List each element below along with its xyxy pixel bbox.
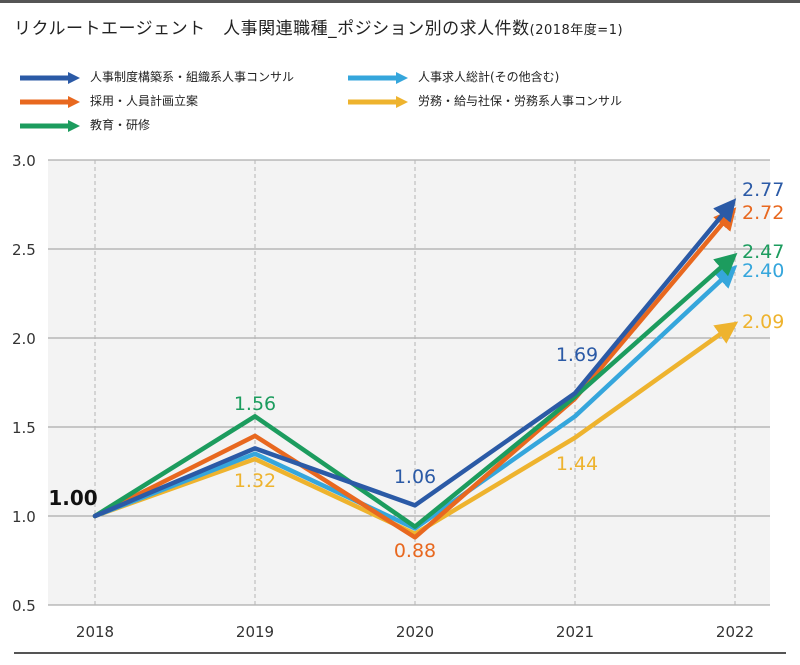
chart-title-main: リクルートエージェント 人事関連職種_ポジション別の求人件数 xyxy=(14,19,530,39)
x-axis-ticks: 2018 2019 2020 2021 2022 xyxy=(76,623,754,641)
legend-swatch-recruiting xyxy=(18,93,82,111)
series-line-0 xyxy=(92,198,737,519)
legend-label-labor: 労務・給与社保・労務系人事コンサル xyxy=(418,94,623,108)
data-label: 1.00 xyxy=(48,486,97,510)
series-line-2 xyxy=(92,207,737,540)
legend-item-total: 人事求人総計(その他含む) xyxy=(346,68,559,86)
chart-title-suffix: (2018年度=1) xyxy=(529,23,624,38)
series-lines xyxy=(92,198,739,540)
chart-title: リクルートエージェント 人事関連職種_ポジション別の求人件数(2018年度=1) xyxy=(14,14,623,39)
legend-label-hr-consulting: 人事制度構築系・組織系人事コンサル xyxy=(90,70,295,84)
legend-label-training: 教育・研修 xyxy=(90,118,151,132)
legend-swatch-total xyxy=(346,69,410,87)
legend-item-labor: 労務・給与社保・労務系人事コンサル xyxy=(346,92,622,110)
data-label: 1.69 xyxy=(556,344,598,366)
data-label: 2.47 xyxy=(742,241,784,263)
x-tick-label: 2022 xyxy=(716,623,754,641)
data-labels: 1.00 1.56 1.32 1.06 0.88 1.69 1.44 2.772.72 2.47… xyxy=(48,179,784,562)
series-line-3 xyxy=(92,321,739,537)
y-tick-label: 0.5 xyxy=(12,597,36,615)
data-label: 2.77 xyxy=(742,179,784,201)
y-tick-label: 2.0 xyxy=(12,330,36,348)
data-label: 2.09 xyxy=(742,311,784,333)
legend-swatch-labor xyxy=(346,93,410,111)
plot-background xyxy=(48,160,770,605)
data-label: 2.72 xyxy=(742,202,784,224)
horizontal-gridlines xyxy=(48,159,770,606)
y-axis-ticks: 3.0 2.5 2.0 1.5 1.0 0.5 xyxy=(12,152,36,615)
data-label: 2.40 xyxy=(742,260,784,282)
x-tick-label: 2019 xyxy=(236,623,274,641)
data-label: 1.44 xyxy=(556,453,598,475)
data-label: 1.32 xyxy=(234,470,276,492)
legend-label-recruiting: 採用・人員計画立案 xyxy=(90,94,199,108)
x-tick-label: 2020 xyxy=(396,623,434,641)
y-tick-label: 2.5 xyxy=(12,241,36,259)
legend-item-training: 教育・研修 xyxy=(18,116,150,134)
x-tick-label: 2021 xyxy=(556,623,594,641)
legend-label-total: 人事求人総計(その他含む) xyxy=(418,70,560,84)
legend: 人事制度構築系・組織系人事コンサル 人事求人総計(その他含む) 採用・人員計画立… xyxy=(18,68,798,148)
x-tick-label: 2018 xyxy=(76,623,114,641)
legend-swatch-training xyxy=(18,117,82,135)
legend-item-recruiting: 採用・人員計画立案 xyxy=(18,92,198,110)
data-label: 1.06 xyxy=(394,466,436,488)
bottom-rule xyxy=(14,652,786,654)
data-label: 0.88 xyxy=(394,540,436,562)
top-rule xyxy=(0,0,800,3)
y-tick-label: 1.0 xyxy=(12,508,36,526)
legend-swatch-hr-consulting xyxy=(18,69,82,87)
series-line-4 xyxy=(92,252,738,529)
data-label: 1.56 xyxy=(234,393,276,415)
y-tick-label: 3.0 xyxy=(12,152,36,170)
legend-item-hr-consulting: 人事制度構築系・組織系人事コンサル xyxy=(18,68,294,86)
y-tick-label: 1.5 xyxy=(12,419,36,437)
